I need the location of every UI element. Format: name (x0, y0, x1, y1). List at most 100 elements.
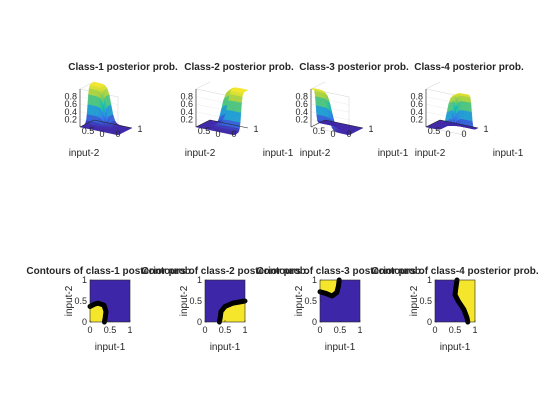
y-tick-label: 0.5 (419, 296, 432, 306)
y-tick-label: 1 (82, 275, 87, 285)
y-tick-label: 0 (115, 129, 120, 139)
y-tick-label: 0 (197, 317, 202, 327)
y-tick-label: 1 (368, 124, 373, 134)
y-axis-label: input-2 (64, 285, 75, 316)
x-tick-label: 0.5 (313, 126, 326, 136)
y-tick-label: 0.5 (189, 296, 202, 306)
y-tick-label: 1 (197, 275, 202, 285)
y-tick-label: 1 (483, 124, 488, 134)
z-tick-label: 0.6 (64, 99, 77, 109)
contour-high-region (90, 303, 106, 322)
x-axis-label: input-1 (263, 148, 294, 159)
x-axis-line (324, 119, 364, 129)
z-tick-label: 0.8 (180, 92, 193, 102)
x-tick-label: 0.5 (82, 126, 95, 136)
contour-line (452, 277, 471, 325)
surface-mesh (425, 93, 479, 130)
y-axis-label: input-2 (179, 285, 190, 316)
x-axis-label: input-1 (440, 342, 471, 353)
x-axis-label: input-1 (493, 148, 524, 159)
y-tick-label: 1 (253, 124, 258, 134)
chart-title: Contours of class-3 posterior prob. (256, 266, 423, 277)
chart-title: Class-1 posterior prob. (68, 62, 178, 73)
surface-plot-3: 0.20.40.60.8 0.5 0 0 1 input-2 input-1 Class-3 … (295, 62, 408, 159)
x-axis-line (93, 119, 133, 129)
contour-line (317, 277, 342, 299)
x-tick-label: 0.5 (449, 325, 462, 335)
z-tick-label: 0.6 (180, 99, 193, 109)
y-tick-label: 1 (137, 124, 142, 134)
x-tick-label: 0.5 (104, 325, 117, 335)
surface-mesh (79, 81, 133, 136)
x-tick-label: 0 (99, 129, 104, 139)
x-tick-label: 0.5 (198, 126, 211, 136)
x-tick-label: 0.5 (428, 126, 441, 136)
x-tick-label: 0 (87, 325, 92, 335)
y-axis-label: input-2 (185, 148, 216, 159)
x-axis-label: input-1 (210, 342, 241, 353)
z-tick-label: 0.4 (64, 107, 77, 117)
z-tick-label: 0.6 (295, 99, 308, 109)
x-axis-label: input-1 (378, 148, 409, 159)
surface-plot-4: 0.20.40.60.8 0.5 0 0 1 input-2 input-1 Class-4 … (410, 62, 523, 159)
contour-line (87, 300, 109, 325)
y-axis-label: input-2 (300, 148, 331, 159)
z-tick-label: 0.4 (410, 107, 423, 117)
contour-line (216, 298, 248, 325)
chart-title: Class-4 posterior prob. (414, 62, 524, 73)
z-tick-label: 0.2 (295, 114, 308, 124)
y-tick-label: 1 (312, 275, 317, 285)
contour-high-region (455, 280, 475, 322)
x-tick-label: 1 (472, 325, 477, 335)
x-tick-label: 1 (242, 325, 247, 335)
x-tick-label: 0.5 (219, 325, 232, 335)
y-tick-label: 0 (346, 129, 351, 139)
x-tick-label: 0 (317, 325, 322, 335)
chart-title: Class-2 posterior prob. (184, 62, 294, 73)
chart-title: Class-3 posterior prob. (299, 62, 409, 73)
x-tick-label: 0 (330, 129, 335, 139)
y-axis-label: input-2 (415, 148, 446, 159)
x-axis-line (209, 119, 249, 129)
chart-title: Contours of class-4 posterior prob. (371, 266, 538, 277)
y-axis-label: input-2 (69, 148, 100, 159)
surface-mesh (195, 87, 249, 136)
z-tick-label: 0.2 (180, 114, 193, 124)
y-tick-label: 0.5 (304, 296, 317, 306)
x-tick-label: 0 (202, 325, 207, 335)
chart-title: Contours of class-2 posterior prob. (141, 266, 308, 277)
x-axis-line (439, 119, 479, 129)
y-tick-label: 0 (312, 317, 317, 327)
y-axis-label: input-2 (294, 285, 305, 316)
y-axis-line (425, 119, 441, 128)
y-tick-label: 0 (427, 317, 432, 327)
x-tick-label: 0 (445, 129, 450, 139)
z-tick-label: 0.4 (180, 107, 193, 117)
y-axis-label: input-2 (409, 285, 420, 316)
y-tick-label: 1 (427, 275, 432, 285)
y-tick-label: 0.5 (74, 296, 87, 306)
z-tick-label: 0.8 (410, 92, 423, 102)
y-tick-label: 0 (231, 129, 236, 139)
y-tick-label: 0 (82, 317, 87, 327)
x-axis-label: input-1 (95, 342, 126, 353)
x-axis-label: input-1 (325, 342, 356, 353)
y-tick-label: 0 (461, 129, 466, 139)
x-tick-label: 1 (127, 325, 132, 335)
x-tick-label: 0.5 (334, 325, 347, 335)
x-tick-label: 0 (432, 325, 437, 335)
z-tick-label: 0.4 (295, 107, 308, 117)
z-tick-label: 0.8 (64, 92, 77, 102)
z-tick-label: 0.2 (410, 114, 423, 124)
y-axis-line (79, 119, 95, 128)
surface-plot-2: 0.20.40.60.8 0.5 0 0 1 input-2 input-1 Class-2 … (180, 62, 293, 159)
z-tick-label: 0.2 (64, 114, 77, 124)
z-tick-label: 0.8 (295, 92, 308, 102)
surface-patch (244, 89, 249, 91)
x-tick-label: 1 (357, 325, 362, 335)
